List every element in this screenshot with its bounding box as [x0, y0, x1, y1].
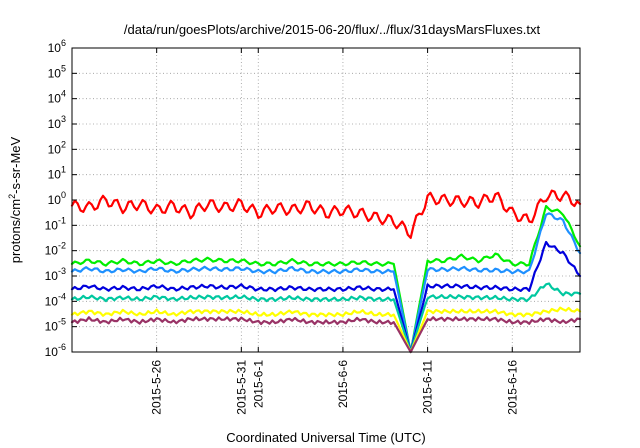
y-tick-label-base: 10: [45, 294, 59, 308]
series-line: [70, 306, 582, 354]
series-line: [70, 282, 582, 354]
x-tick-label: 2015-6-11: [421, 360, 435, 414]
y-tick-label: 10-1: [45, 215, 66, 232]
y-tick-label-base: 10: [45, 320, 59, 334]
y-tick-label-exponent: -1: [58, 215, 66, 225]
y-tick-label: 100: [48, 190, 66, 207]
y-tick-label: 10-3: [45, 266, 66, 283]
y-tick-label-exponent: 1: [61, 165, 66, 175]
x-tick-label: 2015-5-26: [150, 360, 164, 415]
y-tick-label-exponent: 2: [61, 139, 66, 149]
y-tick-label-base: 10: [45, 345, 59, 359]
y-axis-title: protons/cm2-s-sr-MeV: [7, 136, 23, 263]
x-tick-label: 2015-6-6: [336, 360, 350, 408]
x-axis-title: Coordinated Universal Time (UTC): [226, 430, 425, 445]
y-tick-label-base: 10: [48, 193, 62, 207]
y-tick-label-base: 10: [48, 142, 62, 156]
series-line: [70, 212, 582, 354]
y-tick-label-exponent: -3: [58, 266, 66, 276]
y-tick-label-base: 10: [45, 269, 59, 283]
series-line: [70, 240, 582, 354]
y-axis-title-unit: -s-sr-MeV: [8, 136, 23, 193]
y-tick-label: 102: [48, 139, 66, 156]
y-tick-label-base: 10: [48, 41, 62, 55]
y-tick-label: 10-4: [45, 291, 66, 308]
y-tick-label: 10-5: [45, 317, 66, 334]
chart-title: /data/run/goesPlots/archive/2015-06-20/f…: [124, 22, 541, 37]
series-line: [70, 189, 582, 239]
y-tick-label-exponent: -6: [58, 342, 66, 352]
y-tick-label-base: 10: [45, 218, 59, 232]
x-axis: 2015-5-26 2015-5-31 2015-6-1 2015-6-6 2015-6…: [150, 48, 519, 415]
y-tick-label-exponent: 0: [61, 190, 66, 200]
y-axis-title-main: protons/cm: [8, 199, 23, 263]
y-tick-label-base: 10: [45, 244, 59, 258]
y-tick-label-exponent: 4: [61, 89, 66, 99]
y-tick-label-base: 10: [48, 117, 62, 131]
x-tick-label: 2015-6-1: [251, 360, 265, 408]
y-tick-label-exponent: -2: [58, 241, 66, 251]
y-axis: 10-610-510-410-310-210-11001011021031041…: [45, 38, 580, 359]
y-tick-label: 103: [48, 114, 66, 131]
y-tick-label: 104: [48, 89, 66, 106]
y-tick-label-exponent: -5: [58, 317, 66, 327]
y-tick-label-base: 10: [48, 66, 62, 80]
y-tick-label-exponent: 3: [61, 114, 66, 124]
y-tick-label-exponent: 5: [61, 63, 66, 73]
series-line: [70, 316, 582, 354]
data-series: [70, 189, 582, 354]
y-tick-label: 101: [48, 165, 66, 182]
y-tick-label: 10-2: [45, 241, 66, 258]
x-tick-label: 2015-5-31: [234, 360, 248, 415]
y-tick-label-exponent: -4: [58, 291, 66, 301]
y-tick-label: 106: [48, 38, 66, 55]
y-tick-label: 105: [48, 63, 66, 80]
y-tick-label-base: 10: [48, 92, 62, 106]
x-tick-label: 2015-6-16: [505, 360, 519, 415]
series-line: [70, 204, 582, 354]
y-tick-label-base: 10: [48, 168, 62, 182]
y-axis-title-exponent: 2: [7, 194, 17, 199]
grid-lines: [72, 48, 580, 352]
y-tick-label-exponent: 6: [61, 38, 66, 48]
y-tick-label: 10-6: [45, 342, 66, 359]
